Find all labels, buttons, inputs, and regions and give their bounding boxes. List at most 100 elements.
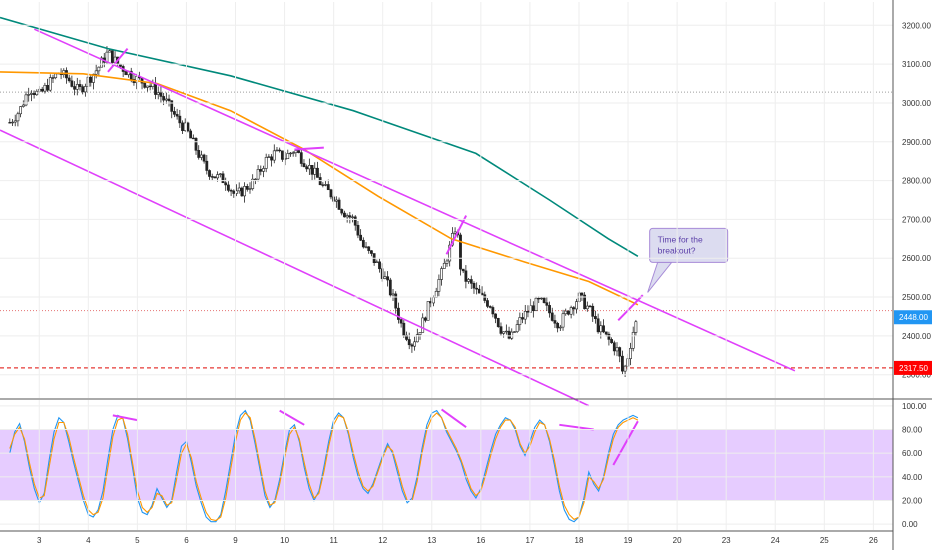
candle-body-231	[631, 332, 635, 349]
candle-body-113	[313, 167, 317, 175]
candle-body-127	[351, 216, 354, 218]
candle-body-38	[110, 50, 114, 63]
x-tick-3: 6	[184, 536, 189, 545]
candle-body-179	[491, 307, 495, 315]
candle-body-149	[410, 344, 414, 347]
candle-body-162	[445, 260, 449, 264]
candle-body-185	[507, 330, 511, 339]
stoch-divergence-mark-0	[112, 414, 138, 422]
price-badge-1	[894, 360, 932, 375]
candle-body-227	[621, 355, 624, 372]
candle-body-115	[318, 177, 322, 186]
candle-body-77	[216, 174, 220, 179]
candle-body-96	[267, 156, 271, 158]
x-tick-12: 19	[624, 536, 633, 545]
candle-body-55	[156, 92, 160, 95]
candle-body-188	[515, 324, 519, 333]
candle-body-114	[316, 167, 319, 178]
candle-body-216	[591, 305, 595, 317]
candle-body-207	[567, 310, 570, 315]
price-divergence-mark-1	[294, 146, 324, 151]
price-y-tick-8: 2400.00	[902, 332, 931, 341]
candle-body-25	[75, 84, 79, 90]
candle-body-200	[548, 305, 551, 314]
candle-body-108	[299, 152, 303, 164]
candle-body-195	[534, 297, 538, 311]
candle-body-180	[494, 313, 497, 319]
candle-body-133	[367, 246, 371, 251]
candle-body-14	[46, 85, 49, 91]
price-y-tick-5: 2700.00	[902, 215, 931, 224]
candle-body-89	[248, 188, 252, 190]
candle-body-218	[596, 318, 600, 333]
stoch-y-tick-1: 80.00	[902, 426, 923, 435]
candle-body-80	[224, 182, 228, 186]
candle-body-123	[340, 209, 344, 214]
x-tick-0: 3	[37, 536, 42, 545]
candle-body-170	[467, 279, 470, 282]
candle-body-0	[8, 122, 12, 124]
x-tick-13: 20	[673, 536, 682, 545]
price-badge-0	[894, 310, 932, 325]
stoch-divergence-mark-1	[279, 409, 305, 426]
candle-body-68	[191, 137, 195, 140]
candle-body-189	[518, 317, 522, 325]
candle-body-232	[634, 321, 638, 333]
candle-body-206	[564, 310, 568, 315]
candle-body-201	[550, 312, 554, 321]
candle-body-106	[294, 150, 298, 154]
candle-body-136	[375, 261, 379, 263]
candle-body-112	[310, 165, 314, 175]
candle-body-157	[432, 297, 435, 304]
candle-body-103	[286, 153, 290, 159]
candle-body-196	[537, 297, 541, 300]
candle-body-122	[337, 199, 341, 210]
candle-body-43	[124, 71, 128, 76]
candle-body-190	[521, 317, 524, 320]
price-y-tick-0: 3200.00	[902, 21, 931, 30]
moving-average-1	[0, 71, 639, 306]
candle-body-171	[469, 279, 473, 284]
candle-body-192	[526, 311, 530, 313]
candle-body-110	[305, 166, 309, 170]
candle-body-186	[510, 331, 514, 339]
candle-body-9	[32, 93, 36, 96]
candle-body-24	[73, 86, 76, 90]
candle-body-147	[405, 334, 408, 340]
candle-body-94	[262, 168, 265, 172]
candle-body-224	[612, 342, 616, 352]
candle-body-62	[175, 114, 179, 117]
annotation-text-0: Time for the	[658, 234, 703, 244]
candle-body-121	[334, 199, 338, 202]
candle-body-32	[94, 70, 98, 75]
candle-body-198	[542, 297, 546, 303]
candle-body-61	[173, 111, 176, 115]
candle-body-167	[459, 234, 462, 270]
candle-body-141	[388, 279, 392, 296]
x-tick-11: 18	[575, 536, 584, 545]
stochastic-panel	[0, 408, 893, 523]
candle-body-184	[504, 330, 508, 333]
candle-body-78	[218, 173, 222, 175]
trendline-1	[0, 129, 590, 407]
candle-body-199	[545, 302, 549, 306]
annotation-box	[649, 227, 729, 263]
candle-body-169	[464, 270, 468, 282]
stoch-divergence-mark-2	[441, 408, 467, 428]
candle-body-23	[70, 80, 74, 87]
candle-body-154	[424, 317, 427, 321]
stoch-y-tick-3: 40.00	[902, 473, 923, 482]
candle-body-219	[599, 325, 603, 333]
candle-body-81	[227, 184, 230, 191]
candle-body-85	[237, 187, 241, 192]
price-y-tick-7: 2500.00	[902, 293, 931, 302]
x-tick-5: 10	[280, 536, 289, 545]
candle-body-15	[48, 77, 52, 91]
candle-body-10	[35, 90, 39, 96]
candle-body-13	[43, 85, 47, 92]
x-tick-2: 5	[135, 536, 140, 545]
candle-body-95	[264, 157, 268, 169]
